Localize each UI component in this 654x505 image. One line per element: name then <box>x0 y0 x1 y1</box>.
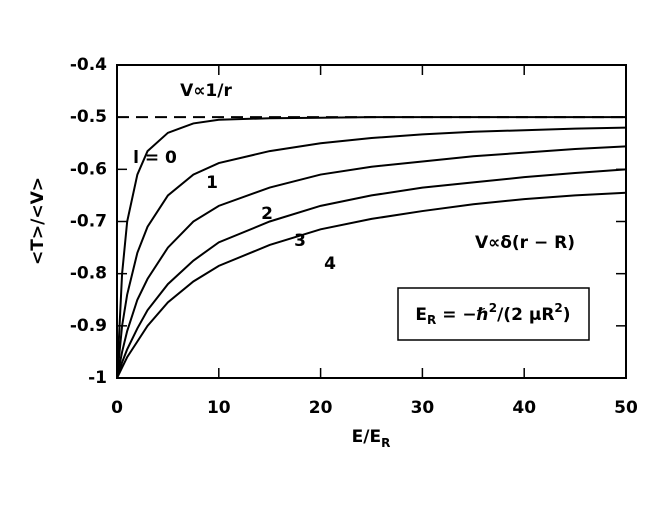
curve <box>116 126 627 379</box>
y-tick-label: -0.7 <box>70 212 107 232</box>
curve <box>116 145 627 379</box>
curve <box>116 168 627 379</box>
y-axis-label: <T>/<V> <box>28 177 48 265</box>
x-tick-label: 30 <box>411 398 435 418</box>
x-tick-label: 40 <box>512 398 536 418</box>
formula: ER = −ℏ2/(2 μR2) <box>415 301 570 327</box>
x-axis-label: E/ER <box>352 427 391 450</box>
curve <box>116 191 627 379</box>
formula-box <box>397 287 590 341</box>
curve-label: l = 0 <box>133 148 177 168</box>
formula-sup: 2 <box>489 301 497 315</box>
y-tick-label: -1 <box>88 368 107 388</box>
curve-label: 2 <box>261 204 273 224</box>
x-tick-label: 50 <box>614 398 638 418</box>
y-tick-label: -0.5 <box>70 107 107 127</box>
curve-label: 3 <box>294 231 306 251</box>
formula-part: = −ℏ <box>436 305 488 325</box>
y-tick-label: -0.8 <box>70 264 107 284</box>
y-tick-label: -0.6 <box>70 159 107 179</box>
curve-label: 4 <box>324 254 336 274</box>
annotation: V∝δ(r − R) <box>475 233 575 253</box>
x-tick-label: 10 <box>207 398 231 418</box>
x-tick-label: 20 <box>309 398 333 418</box>
x-axis-label-sub: R <box>381 436 390 450</box>
y-tick-label: -0.9 <box>70 316 107 336</box>
y-tick-label: -0.4 <box>70 55 107 75</box>
formula-sup: 2 <box>554 301 562 315</box>
formula-sub: R <box>427 313 436 327</box>
x-axis-label-main: E/E <box>352 427 381 447</box>
x-tick-label: 0 <box>111 398 123 418</box>
curve-label: 1 <box>206 173 218 193</box>
formula-part: ) <box>563 305 571 325</box>
formula-part: E <box>415 305 427 325</box>
curve-label: V∝1/r <box>180 81 232 101</box>
formula-part: /(2 μR <box>497 305 554 325</box>
